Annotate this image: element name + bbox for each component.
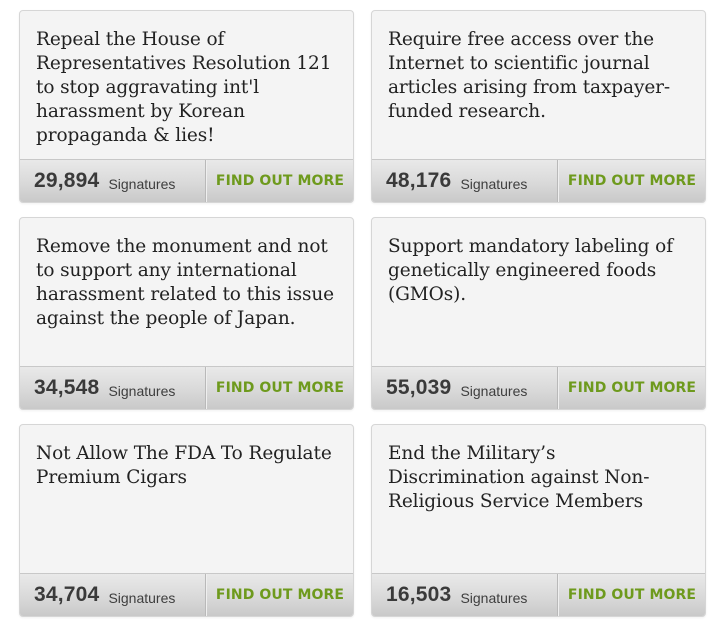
signature-count-box: 55,039 Signatures (372, 367, 558, 409)
signatures-label: Signatures (460, 382, 528, 399)
petition-card[interactable]: Remove the monument and not to support a… (19, 217, 354, 410)
petition-title[interactable]: End the Military’s Discrimination agains… (388, 443, 650, 512)
petition-footer: 16,503 Signatures FIND OUT MORE (372, 573, 705, 616)
signature-count: 16,503 (386, 583, 452, 606)
signature-count-box: 34,548 Signatures (20, 367, 206, 409)
signatures-label: Signatures (460, 589, 528, 606)
petition-card[interactable]: Support mandatory labeling of geneticall… (371, 217, 706, 410)
signatures-label: Signatures (460, 175, 528, 192)
petition-card[interactable]: Repeal the House of Representatives Reso… (19, 10, 354, 203)
petition-footer: 29,894 Signatures FIND OUT MORE (20, 159, 353, 202)
signature-count: 34,704 (34, 583, 100, 606)
signature-count: 29,894 (34, 169, 100, 192)
petition-title[interactable]: Support mandatory labeling of geneticall… (388, 236, 673, 305)
signature-count-box: 29,894 Signatures (20, 160, 206, 202)
petition-footer: 34,548 Signatures FIND OUT MORE (20, 366, 353, 409)
find-out-more-button[interactable]: FIND OUT MORE (558, 160, 705, 202)
petition-grid: Repeal the House of Representatives Reso… (19, 10, 707, 617)
signature-count: 48,176 (386, 169, 452, 192)
petition-title[interactable]: Remove the monument and not to support a… (36, 236, 335, 329)
find-out-more-button[interactable]: FIND OUT MORE (206, 367, 353, 409)
find-out-more-button[interactable]: FIND OUT MORE (206, 160, 353, 202)
find-out-more-button[interactable]: FIND OUT MORE (206, 574, 353, 616)
petition-footer: 34,704 Signatures FIND OUT MORE (20, 573, 353, 616)
signature-count: 55,039 (386, 376, 452, 399)
petition-title[interactable]: Not Allow The FDA To Regulate Premium Ci… (36, 443, 332, 488)
signature-count: 34,548 (34, 376, 100, 399)
signature-count-box: 16,503 Signatures (372, 574, 558, 616)
signatures-label: Signatures (108, 175, 176, 192)
signature-count-box: 48,176 Signatures (372, 160, 558, 202)
petition-card[interactable]: End the Military’s Discrimination agains… (371, 424, 706, 617)
petition-title[interactable]: Require free access over the Internet to… (388, 29, 671, 122)
signature-count-box: 34,704 Signatures (20, 574, 206, 616)
petition-footer: 55,039 Signatures FIND OUT MORE (372, 366, 705, 409)
signatures-label: Signatures (108, 382, 176, 399)
find-out-more-button[interactable]: FIND OUT MORE (558, 574, 705, 616)
petition-footer: 48,176 Signatures FIND OUT MORE (372, 159, 705, 202)
petition-title[interactable]: Repeal the House of Representatives Reso… (36, 29, 332, 146)
find-out-more-button[interactable]: FIND OUT MORE (558, 367, 705, 409)
signatures-label: Signatures (108, 589, 176, 606)
petition-card[interactable]: Not Allow The FDA To Regulate Premium Ci… (19, 424, 354, 617)
petition-card[interactable]: Require free access over the Internet to… (371, 10, 706, 203)
